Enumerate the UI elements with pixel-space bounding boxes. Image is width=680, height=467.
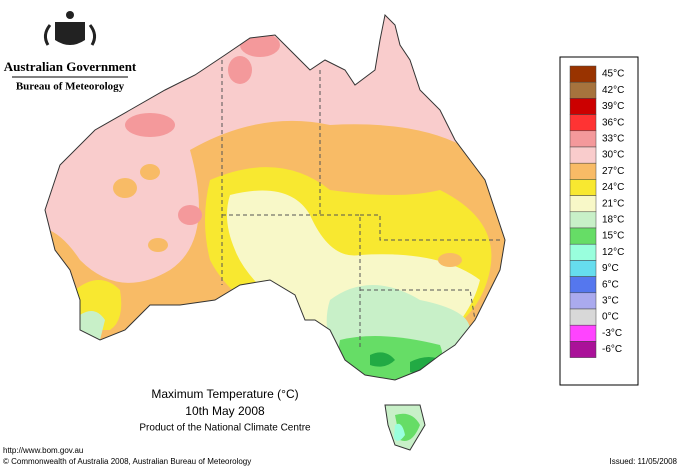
- legend-label: 24°C: [602, 182, 624, 193]
- legend-label: 6°C: [602, 279, 619, 290]
- legend-label: 0°C: [602, 312, 619, 323]
- legend-label: -6°C: [602, 344, 622, 355]
- caption-date: 10th May 2008: [185, 404, 265, 418]
- legend-swatch: [569, 292, 597, 310]
- legend-swatch: [569, 146, 597, 164]
- legend-swatch: [569, 308, 597, 326]
- caption-title: Maximum Temperature (°C): [151, 387, 298, 401]
- coat-of-arms: [43, 11, 97, 46]
- footer-issued: Issued: 11/05/2008: [610, 457, 678, 466]
- legend-swatch: [569, 324, 597, 342]
- legend-label: 15°C: [602, 231, 624, 242]
- header-subtitle: Bureau of Meteorology: [16, 81, 125, 93]
- legend-swatch: [569, 98, 597, 115]
- legend-label: 36°C: [602, 117, 624, 128]
- legend-swatch: [569, 227, 597, 245]
- legend-swatch: [569, 81, 597, 99]
- legend: 45°C 42°C 39°C 36°C 33°C 30°C 27°C 24°C 21°C 18°C…: [569, 65, 624, 358]
- legend-swatch: [569, 162, 597, 180]
- footer-url: http://www.bom.gov.au: [3, 446, 83, 455]
- legend-label: 30°C: [602, 150, 624, 161]
- legend-swatch: [569, 130, 597, 148]
- caption-product: Product of the National Climate Centre: [139, 423, 311, 434]
- legend-swatch: [569, 179, 597, 196]
- legend-label: 39°C: [602, 101, 624, 112]
- legend-label: -3°C: [602, 328, 622, 339]
- legend-label: 12°C: [602, 247, 624, 258]
- legend-label: 42°C: [602, 85, 624, 96]
- legend-swatch: [569, 211, 597, 229]
- legend-swatch: [569, 65, 597, 83]
- legend-label: 9°C: [602, 263, 619, 274]
- legend-swatch: [569, 276, 597, 294]
- header-title: Australian Government: [4, 59, 137, 74]
- legend-swatch: [569, 195, 597, 213]
- legend-label: 21°C: [602, 198, 624, 209]
- legend-swatch: [569, 260, 597, 277]
- legend-swatch: [569, 114, 597, 132]
- legend-swatch: [569, 341, 597, 358]
- boundaries: [44, 13, 506, 451]
- legend-label: 33°C: [602, 134, 624, 145]
- footer-copyright: © Commonwealth of Australia 2008, Austra…: [3, 457, 251, 466]
- legend-label: 27°C: [602, 166, 624, 177]
- legend-label: 45°C: [602, 69, 624, 80]
- legend-label: 3°C: [602, 296, 619, 307]
- legend-label: 18°C: [602, 215, 624, 226]
- legend-swatch: [569, 243, 597, 261]
